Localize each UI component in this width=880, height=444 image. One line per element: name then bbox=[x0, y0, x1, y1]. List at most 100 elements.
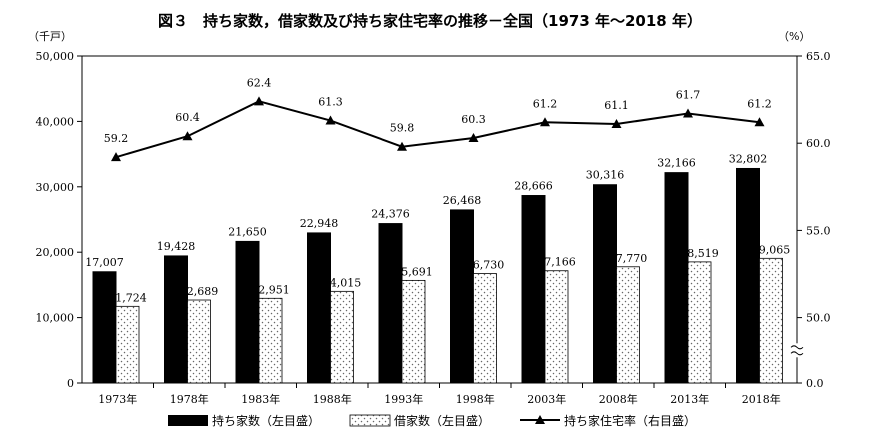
rented-value-label: 17,770 bbox=[609, 252, 648, 265]
rented-value-label: 17,166 bbox=[537, 256, 576, 269]
category-label: 1973年 bbox=[98, 392, 137, 406]
rented-bar bbox=[187, 299, 211, 384]
left-tick-label: 30,000 bbox=[36, 181, 75, 194]
rented-bar bbox=[544, 270, 569, 384]
left-tick-label: 10,000 bbox=[36, 312, 75, 325]
right-tick-label: 0.0 bbox=[806, 377, 824, 390]
owned-bar bbox=[235, 240, 260, 384]
rented-bar bbox=[759, 257, 783, 384]
axes: 0 10,000 20,000 30,000 40,000 50,000 0.0 50.0 55… bbox=[36, 50, 831, 406]
legend-owned-swatch bbox=[168, 415, 208, 426]
category-label: 1983年 bbox=[241, 392, 280, 406]
category-label: 1988年 bbox=[313, 392, 352, 406]
rate-point bbox=[111, 152, 121, 162]
left-tick-label: 50,000 bbox=[36, 50, 75, 63]
chart-title: 図３ 持ち家数，借家数及び持ち家住宅率の推移－全国（1973 年～2018 年） bbox=[158, 12, 702, 30]
rented-value-label: 15,691 bbox=[394, 265, 433, 278]
rented-value-label: 18,519 bbox=[680, 247, 719, 260]
rate-point bbox=[325, 115, 336, 125]
owned-bar bbox=[521, 195, 546, 384]
rate-point bbox=[540, 117, 550, 127]
owned-bar bbox=[450, 209, 474, 384]
rented-bar bbox=[616, 266, 640, 384]
rented-value-label: 12,689 bbox=[180, 285, 219, 298]
rate-value-label: 61.2 bbox=[747, 97, 772, 110]
owned-value-label: 21,650 bbox=[228, 225, 267, 238]
owned-value-label: 32,166 bbox=[657, 157, 696, 170]
owned-bar bbox=[164, 255, 188, 384]
right-tick-label: 50.0 bbox=[806, 312, 831, 325]
rate-value-label: 62.4 bbox=[247, 76, 272, 89]
rate-line-path bbox=[115, 100, 760, 159]
category-label: 1978年 bbox=[170, 392, 209, 406]
rate-point bbox=[397, 141, 407, 151]
rented-bar bbox=[687, 261, 712, 384]
rate-point bbox=[468, 132, 479, 142]
rate-point bbox=[254, 96, 264, 106]
owned-bar bbox=[378, 223, 403, 384]
rented-bar bbox=[115, 305, 140, 384]
rate-value-label: 60.4 bbox=[175, 111, 200, 124]
owned-value-label: 32,802 bbox=[729, 152, 768, 165]
owned-value-label: 30,316 bbox=[586, 169, 625, 182]
rate-line bbox=[111, 96, 765, 162]
category-label: 1993年 bbox=[384, 392, 423, 406]
legend-rented-label: 借家数（左目盛） bbox=[394, 413, 490, 428]
owned-value-label: 28,666 bbox=[514, 180, 553, 193]
rented-bar bbox=[401, 279, 426, 384]
legend-rate-label: 持ち家住宅率（右目盛） bbox=[564, 413, 696, 428]
right-tick-label: 55.0 bbox=[806, 224, 831, 237]
legend-owned-label: 持ち家数（左目盛） bbox=[212, 413, 320, 428]
left-tick-label: 0 bbox=[67, 377, 74, 390]
data-labels: 17,007 11,724 19,428 12,689 21,650 12,951 22,9… bbox=[85, 76, 790, 304]
owned-value-label: 19,428 bbox=[157, 240, 196, 253]
rented-value-label: 11,724 bbox=[108, 291, 147, 304]
rented-value-label: 16,730 bbox=[466, 259, 505, 272]
left-tick-label: 40,000 bbox=[36, 115, 75, 128]
rented-bar bbox=[330, 290, 354, 384]
owned-bar bbox=[593, 184, 617, 384]
legend: 持ち家数（左目盛） 借家数（左目盛） 持ち家住宅率（右目盛） bbox=[168, 413, 696, 428]
rate-value-label: 61.3 bbox=[318, 96, 343, 109]
owned-value-label: 24,376 bbox=[371, 208, 410, 221]
rate-value-label: 61.1 bbox=[604, 99, 629, 112]
right-axis-unit: （%） bbox=[778, 30, 810, 43]
bars bbox=[92, 167, 783, 384]
owned-value-label: 26,468 bbox=[443, 194, 482, 207]
category-label: 2008年 bbox=[599, 392, 638, 406]
owned-bar bbox=[664, 172, 689, 384]
rate-value-label: 61.7 bbox=[676, 89, 701, 102]
rented-value-label: 12,951 bbox=[251, 283, 290, 296]
category-label: 1998年 bbox=[456, 392, 495, 406]
owned-value-label: 17,007 bbox=[85, 256, 124, 269]
legend-rented-swatch bbox=[349, 414, 391, 427]
category-label: 2018年 bbox=[742, 392, 781, 406]
category-label: 2003年 bbox=[527, 392, 566, 406]
legend-rate-marker bbox=[535, 415, 545, 424]
left-tick-label: 20,000 bbox=[36, 246, 75, 259]
rented-bar bbox=[473, 273, 497, 384]
rate-point bbox=[683, 108, 693, 118]
rented-value-label: 19,065 bbox=[752, 243, 791, 256]
rate-value-label: 61.2 bbox=[533, 97, 558, 110]
rate-value-label: 59.8 bbox=[390, 122, 415, 135]
rented-value-label: 14,015 bbox=[323, 276, 362, 289]
axis-break-mark bbox=[790, 345, 804, 350]
owned-bar bbox=[92, 271, 117, 384]
category-label: 2013年 bbox=[670, 392, 709, 406]
axis-break-mark bbox=[790, 351, 804, 356]
left-axis-unit: （千戸） bbox=[28, 30, 72, 43]
owned-bar bbox=[307, 232, 331, 384]
rate-point bbox=[754, 117, 765, 127]
right-tick-label: 60.0 bbox=[806, 137, 831, 150]
rate-value-label: 59.2 bbox=[104, 132, 129, 145]
rate-point bbox=[182, 131, 193, 141]
owned-bar bbox=[736, 167, 760, 384]
owned-value-label: 22,948 bbox=[300, 217, 339, 230]
rented-bar bbox=[258, 297, 283, 384]
rate-value-label: 60.3 bbox=[461, 113, 486, 126]
rate-point bbox=[611, 119, 622, 129]
axis-break-gap bbox=[791, 343, 803, 358]
right-tick-label: 65.0 bbox=[806, 50, 831, 63]
